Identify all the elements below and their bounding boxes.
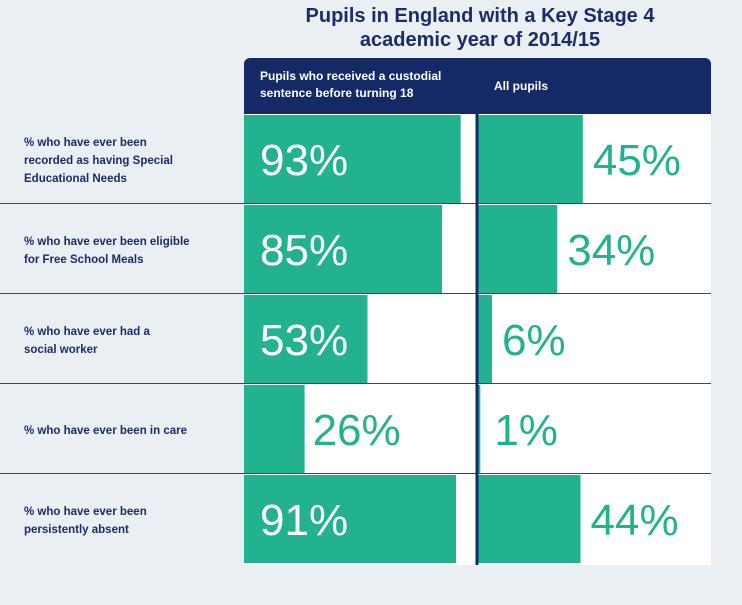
- row-label-3-line-0: % who have ever been in care: [24, 425, 187, 437]
- row-label-0-line-0: % who have ever been: [24, 137, 147, 149]
- row-label-4: % who have ever been persistently absent: [24, 503, 224, 539]
- bar-custodial-2: [244, 295, 368, 383]
- row-label-0-line-1: recorded as having Special: [24, 155, 173, 167]
- bar-all-pupils-1: [478, 205, 558, 293]
- series-header-all-pupils: All pupils: [494, 79, 548, 93]
- series-header-custodial-line-1: Pupils who received a custodial: [260, 69, 442, 83]
- value-label-custodial-1: 85%: [260, 226, 348, 275]
- value-label-all-pupils-0: 45%: [593, 136, 681, 185]
- row-label-0: % who have ever been recorded as having S…: [24, 134, 224, 188]
- series-header-custodial: Pupils who received a custodial sentence…: [260, 68, 460, 102]
- value-label-custodial-3: 26%: [313, 406, 401, 455]
- row-label-4-line-1: persistently absent: [24, 524, 129, 536]
- chart-title-line-2: academic year of 2014/15: [359, 29, 601, 51]
- bar-all-pupils-0: [478, 115, 583, 203]
- value-label-custodial-2: 53%: [260, 316, 348, 365]
- bar-all-pupils-3: [478, 385, 481, 473]
- chart-title-line-1: Pupils in England with a Key Stage 4: [305, 5, 655, 27]
- row-label-0-line-2: Educational Needs: [24, 173, 127, 185]
- value-label-custodial-0: 93%: [260, 136, 348, 185]
- column-header-bar: Pupils who received a custodial sentence…: [244, 58, 711, 114]
- row-label-1-line-1: for Free School Meals: [24, 254, 144, 266]
- bar-custodial-4: [244, 475, 457, 563]
- value-label-all-pupils-2: 6%: [502, 316, 566, 365]
- bar-all-pupils-4: [478, 475, 581, 563]
- row-label-2-line-0: % who have ever had a: [24, 326, 150, 338]
- bar-all-pupils-2: [478, 295, 492, 383]
- value-label-all-pupils-4: 44%: [591, 496, 679, 545]
- row-label-1-line-0: % who have ever been eligible: [24, 236, 190, 248]
- row-label-2-line-1: social worker: [24, 344, 98, 356]
- row-label-2: % who have ever had a social worker: [24, 323, 224, 359]
- value-label-all-pupils-1: 34%: [567, 226, 655, 275]
- value-label-all-pupils-3: 1%: [494, 406, 558, 455]
- bar-custodial-3: [244, 385, 305, 473]
- row-label-4-line-0: % who have ever been: [24, 506, 147, 518]
- chart-title: Pupils in England with a Key Stage 4 aca…: [230, 4, 730, 52]
- bar-custodial-1: [244, 205, 443, 293]
- series-header-custodial-line-2: sentence before turning 18: [260, 86, 414, 100]
- value-label-custodial-4: 91%: [260, 496, 348, 545]
- row-label-3: % who have ever been in care: [24, 422, 224, 440]
- row-label-1: % who have ever been eligible for Free Sc…: [24, 233, 224, 269]
- bar-custodial-0: [244, 115, 461, 203]
